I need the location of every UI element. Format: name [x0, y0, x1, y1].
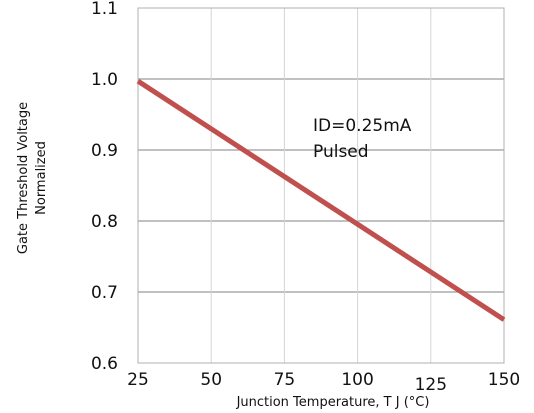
annotation-id-current: ID=0.25mA	[313, 116, 412, 136]
x-tick-label: 75	[274, 370, 296, 390]
y-tick-label: 1.0	[91, 70, 118, 90]
x-tick-label: 150	[488, 370, 520, 390]
series-layer	[136, 79, 506, 322]
x-tick-label: 25	[127, 370, 149, 390]
x-axis-label: Junction Temperature, T J (°C)	[236, 395, 430, 410]
x-tick-label: 100	[341, 370, 373, 390]
grid-lines	[138, 8, 504, 363]
y-tick-label: 0.8	[91, 212, 118, 232]
y-tick-label: 1.1	[91, 0, 118, 19]
annotation-pulsed: Pulsed	[313, 142, 369, 162]
y-tick-labels: 0.6 0.7 0.8 0.9 1.0 1.1	[91, 0, 118, 374]
x-tick-labels: 25 50 75 100 125 150	[127, 370, 520, 395]
series-line	[136, 79, 506, 322]
y-tick-label: 0.6	[91, 354, 118, 374]
y-tick-label: 0.9	[91, 141, 118, 161]
y-axis-label-line-2: Normalized	[34, 141, 49, 215]
y-axis-label-line-1: Gate Threshold Voltage	[16, 102, 31, 254]
plot-frame	[137, 7, 505, 364]
x-tick-label: 125	[415, 375, 447, 395]
y-tick-label: 0.7	[91, 283, 118, 303]
x-tick-label: 50	[200, 370, 222, 390]
